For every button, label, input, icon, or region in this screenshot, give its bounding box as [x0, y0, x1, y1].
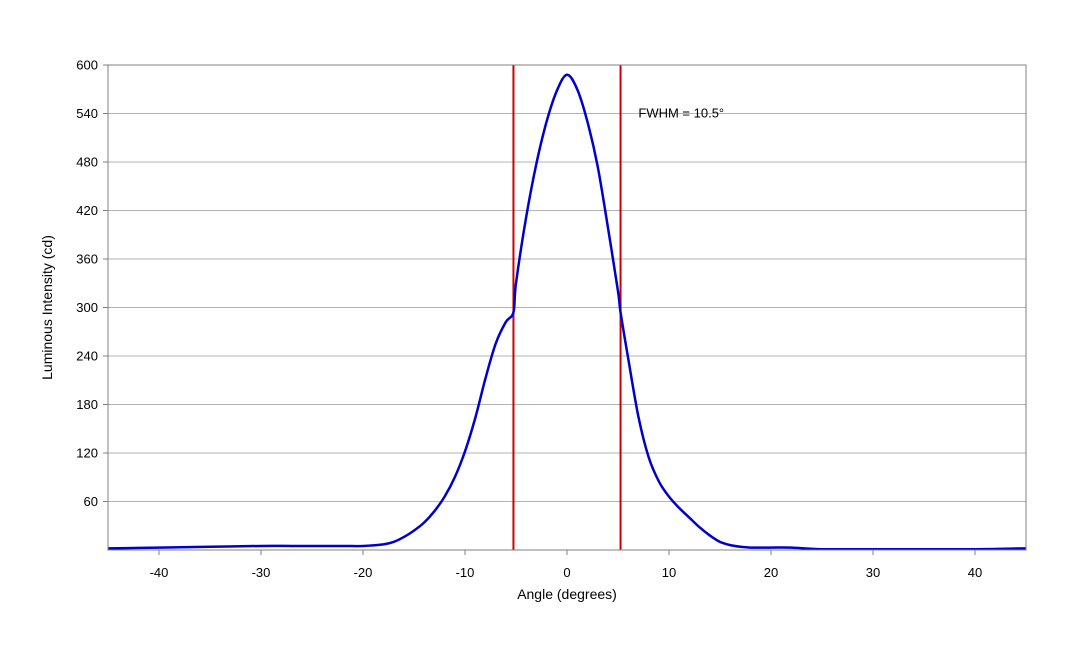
x-tick-label: -30: [252, 565, 271, 580]
x-tick-label: -40: [150, 565, 169, 580]
y-tick-label: 420: [76, 203, 98, 218]
x-tick-label: 30: [866, 565, 880, 580]
y-tick-label: 120: [76, 446, 98, 461]
x-tick-label: 40: [968, 565, 982, 580]
series-layer: [107, 73, 1027, 551]
gridlines: [108, 64, 1026, 551]
y-tick-label: 60: [84, 494, 98, 509]
x-tick-label: -20: [354, 565, 373, 580]
y-tick-label: 300: [76, 300, 98, 315]
x-axis-title: Angle (degrees): [517, 586, 617, 602]
y-axis-title: Luminous Intensity (cd): [39, 235, 55, 380]
y-tick-label: 180: [76, 397, 98, 412]
fwhm-annotation: FWHM = 10.5°: [638, 106, 724, 121]
x-tick-label: -10: [456, 565, 475, 580]
y-tick-label: 540: [76, 106, 98, 121]
y-tick-labels: 60 120 180 240 300 360 420 480 540 600: [76, 58, 108, 509]
x-tick-label: 20: [764, 565, 778, 580]
y-tick-label: 360: [76, 252, 98, 267]
series-line: [107, 73, 1027, 551]
x-tick-label: 10: [662, 565, 676, 580]
y-tick-label: 480: [76, 155, 98, 170]
x-tick-labels: -40 -30 -20 -10 0 10 20 30 40: [150, 550, 982, 580]
y-tick-label: 240: [76, 349, 98, 364]
y-tick-label: 600: [76, 58, 98, 73]
x-tick-label: 0: [563, 565, 570, 580]
